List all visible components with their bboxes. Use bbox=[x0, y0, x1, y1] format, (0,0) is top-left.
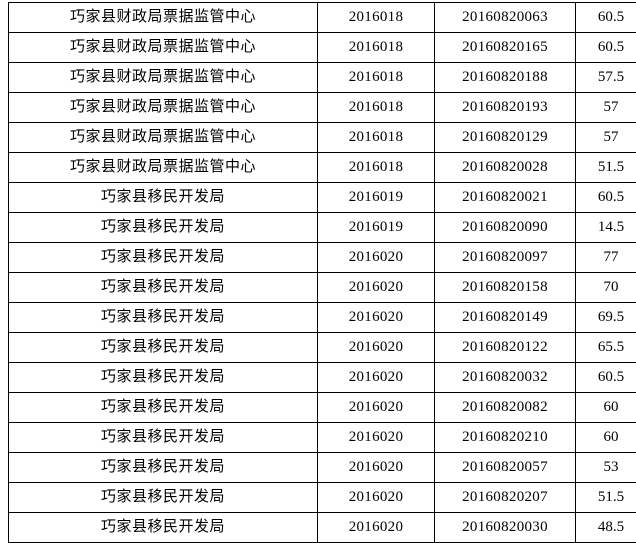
cell-amount: 60.5 bbox=[576, 3, 636, 33]
cell-code: 2016020 bbox=[318, 243, 435, 273]
cell-unit-name: 巧家县财政局票据监管中心 bbox=[9, 33, 318, 63]
cell-code: 2016019 bbox=[318, 183, 435, 213]
cell-unit-name: 巧家县移民开发局 bbox=[9, 273, 318, 303]
cell-amount: 14.5 bbox=[576, 213, 636, 243]
cell-serial: 20160820028 bbox=[435, 153, 576, 183]
cell-amount: 57 bbox=[576, 123, 636, 153]
cell-amount: 51.5 bbox=[576, 483, 636, 513]
cell-serial: 20160820165 bbox=[435, 33, 576, 63]
cell-unit-name: 巧家县移民开发局 bbox=[9, 333, 318, 363]
cell-amount: 60.5 bbox=[576, 363, 636, 393]
cell-code: 2016018 bbox=[318, 33, 435, 63]
cell-unit-name: 巧家县移民开发局 bbox=[9, 243, 318, 273]
cell-amount: 60.5 bbox=[576, 183, 636, 213]
cell-amount: 57.5 bbox=[576, 63, 636, 93]
cell-serial: 20160820122 bbox=[435, 333, 576, 363]
cell-code: 2016018 bbox=[318, 153, 435, 183]
cell-unit-name: 巧家县移民开发局 bbox=[9, 393, 318, 423]
cell-amount: 70 bbox=[576, 273, 636, 303]
cell-code: 2016020 bbox=[318, 303, 435, 333]
cell-code: 2016020 bbox=[318, 453, 435, 483]
cell-serial: 20160820090 bbox=[435, 213, 576, 243]
cell-serial: 20160820032 bbox=[435, 363, 576, 393]
cell-code: 2016018 bbox=[318, 93, 435, 123]
cell-serial: 20160820210 bbox=[435, 423, 576, 453]
cell-code: 2016020 bbox=[318, 483, 435, 513]
cell-amount: 51.5 bbox=[576, 153, 636, 183]
cell-serial: 20160820188 bbox=[435, 63, 576, 93]
cell-serial: 20160820021 bbox=[435, 183, 576, 213]
cell-amount: 53 bbox=[576, 453, 636, 483]
cell-unit-name: 巧家县移民开发局 bbox=[9, 363, 318, 393]
cell-code: 2016020 bbox=[318, 363, 435, 393]
cell-code: 2016018 bbox=[318, 123, 435, 153]
cell-unit-name: 巧家县移民开发局 bbox=[9, 483, 318, 513]
cell-amount: 69.5 bbox=[576, 303, 636, 333]
cell-unit-name: 巧家县财政局票据监管中心 bbox=[9, 63, 318, 93]
cell-unit-name: 巧家县财政局票据监管中心 bbox=[9, 3, 318, 33]
cell-unit-name: 巧家县移民开发局 bbox=[9, 303, 318, 333]
cell-amount: 65.5 bbox=[576, 333, 636, 363]
cell-serial: 20160820207 bbox=[435, 483, 576, 513]
cell-unit-name: 巧家县移民开发局 bbox=[9, 513, 318, 543]
cell-code: 2016018 bbox=[318, 3, 435, 33]
cell-unit-name: 巧家县移民开发局 bbox=[9, 183, 318, 213]
cell-unit-name: 巧家县移民开发局 bbox=[9, 453, 318, 483]
cell-code: 2016020 bbox=[318, 333, 435, 363]
cell-amount: 60 bbox=[576, 393, 636, 423]
cell-code: 2016018 bbox=[318, 63, 435, 93]
cell-serial: 20160820030 bbox=[435, 513, 576, 543]
cell-serial: 20160820082 bbox=[435, 393, 576, 423]
cell-serial: 20160820097 bbox=[435, 243, 576, 273]
cell-serial: 20160820129 bbox=[435, 123, 576, 153]
cell-amount: 60.5 bbox=[576, 33, 636, 63]
cell-code: 2016020 bbox=[318, 273, 435, 303]
cell-code: 2016019 bbox=[318, 213, 435, 243]
cell-serial: 20160820158 bbox=[435, 273, 576, 303]
cell-unit-name: 巧家县移民开发局 bbox=[9, 423, 318, 453]
cell-serial: 20160820057 bbox=[435, 453, 576, 483]
cell-amount: 57 bbox=[576, 93, 636, 123]
cell-unit-name: 巧家县财政局票据监管中心 bbox=[9, 153, 318, 183]
cell-serial: 20160820193 bbox=[435, 93, 576, 123]
cell-unit-name: 巧家县移民开发局 bbox=[9, 213, 318, 243]
cell-amount: 60 bbox=[576, 423, 636, 453]
cell-code: 2016020 bbox=[318, 513, 435, 543]
cell-amount: 77 bbox=[576, 243, 636, 273]
cell-serial: 20160820149 bbox=[435, 303, 576, 333]
cell-serial: 20160820063 bbox=[435, 3, 576, 33]
cell-code: 2016020 bbox=[318, 393, 435, 423]
cell-amount: 48.5 bbox=[576, 513, 636, 543]
cell-code: 2016020 bbox=[318, 423, 435, 453]
cell-unit-name: 巧家县财政局票据监管中心 bbox=[9, 123, 318, 153]
cell-unit-name: 巧家县财政局票据监管中心 bbox=[9, 93, 318, 123]
